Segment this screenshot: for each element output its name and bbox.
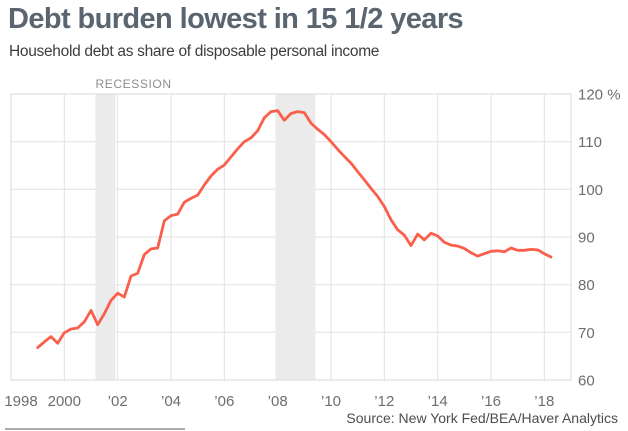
- x-tick-label: ’02: [108, 393, 128, 410]
- x-tick-label: ’18: [534, 393, 554, 410]
- x-tick-label: ’08: [268, 393, 288, 410]
- x-tick-label: ’14: [428, 393, 448, 410]
- y-tick-label: 110: [578, 134, 602, 151]
- y-tick-label: 100: [578, 182, 603, 199]
- recession-band: [95, 94, 116, 380]
- debt-line-series: [36, 109, 553, 350]
- x-tick-label: 1998: [4, 393, 37, 410]
- x-tick-label: 2000: [48, 393, 81, 410]
- y-tick-label: 120 %: [578, 87, 621, 104]
- y-tick-label: 60: [578, 373, 595, 390]
- footer-divider: [5, 428, 185, 430]
- y-tick-label: 80: [578, 277, 595, 294]
- chart-subtitle: Household debt as share of disposable pe…: [9, 43, 380, 60]
- page-title: Debt burden lowest in 15 1/2 years: [8, 3, 464, 35]
- x-tick-label: ’12: [374, 393, 394, 410]
- y-tick-label: 90: [578, 230, 595, 247]
- source-attribution: Source: New York Fed/BEA/Haver Analytics: [346, 410, 618, 426]
- x-tick-label: ’10: [321, 393, 341, 410]
- plot-frame: [10, 93, 572, 381]
- recession-band: [275, 94, 316, 380]
- x-tick-label: ’16: [481, 393, 501, 410]
- x-tick-label: ’06: [214, 393, 234, 410]
- x-tick-label: ’04: [161, 393, 181, 410]
- y-tick-label: 70: [578, 325, 595, 342]
- recession-label: RECESSION: [96, 77, 172, 91]
